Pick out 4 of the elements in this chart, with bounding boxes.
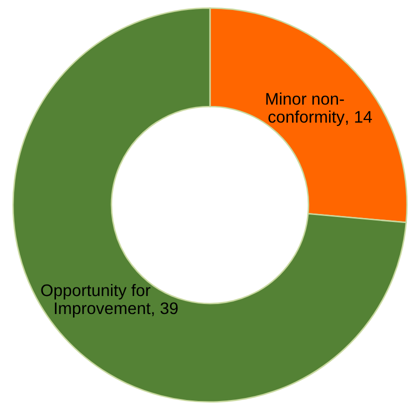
slice-label: Minor non- conformity: [266, 92, 345, 126]
data-label: , 39: [152, 302, 178, 316]
data-label: , 14: [346, 111, 372, 125]
slice-label: Opportunity for Improvement: [41, 284, 151, 318]
